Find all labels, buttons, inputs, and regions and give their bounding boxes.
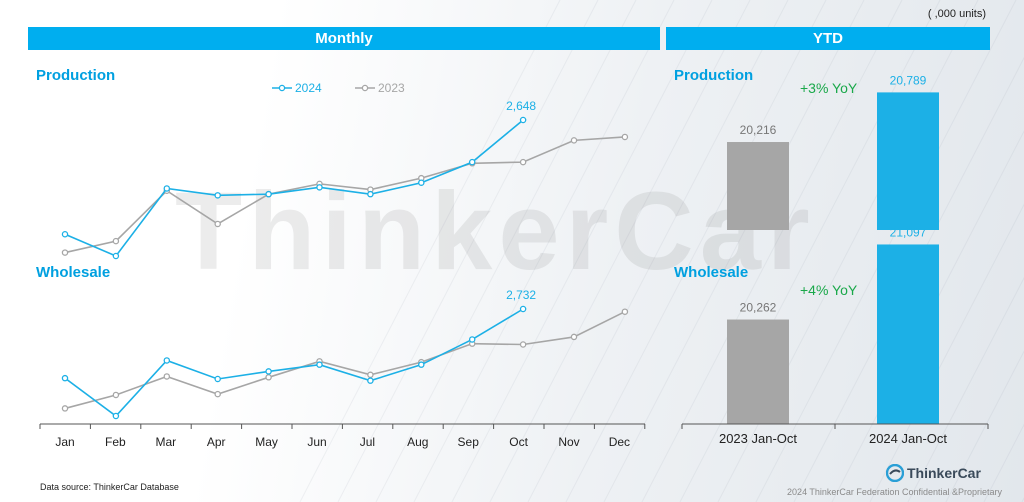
point-2023-Apr-chart0	[214, 220, 221, 228]
bar-value-label-chart2: 20,216	[740, 123, 777, 137]
bar-value-label-chart2: 20,789	[890, 73, 927, 87]
deco-line	[413, 0, 675, 502]
deco-line	[489, 0, 751, 502]
point-2023-Mar-chart1	[163, 373, 171, 380]
deco-line	[337, 0, 599, 502]
ytd-header: YTD	[666, 27, 990, 50]
watermark: ThinkerCar	[175, 170, 816, 293]
point-2024-Mar-chart1	[163, 357, 171, 364]
monthly-production-title: Production	[36, 67, 116, 84]
point-2024-Sep-chart0	[468, 158, 476, 166]
bar-value-label-chart3: 20,262	[740, 301, 777, 315]
monthly-wholesale-title: Wholesale	[36, 264, 111, 281]
bar-2024-Jan-Oct-chart2	[877, 92, 939, 230]
point-2024-Aug-chart1	[418, 361, 425, 368]
point-2023-Nov-chart1	[570, 333, 578, 341]
legend-label-2023: 2023	[378, 81, 405, 95]
confidential-note: 2024 ThinkerCar Federation Confidential …	[787, 487, 1002, 497]
bar-2023-Jan-Oct-chart3	[727, 319, 789, 424]
x-tick-label-Apr: Apr	[207, 435, 226, 449]
point-2024-Jul-chart1	[367, 377, 374, 384]
legend-marker-2024	[278, 84, 286, 92]
deco-line	[565, 0, 827, 502]
deco-line	[641, 0, 903, 502]
line-series-2023-chart0	[64, 136, 625, 254]
x-tick-label-Oct: Oct	[509, 435, 528, 449]
deco-line	[679, 0, 941, 502]
wholesale-yoy: +4% YoY	[800, 282, 858, 298]
deco-line	[603, 0, 865, 502]
point-2023-Dec-chart0	[621, 133, 629, 141]
line-series-2023-chart1	[64, 310, 626, 410]
production-yoy: +3% YoY	[800, 80, 858, 96]
x-tick-label-Jan: Jan	[55, 435, 74, 449]
bar-2024-Jan-Oct-chart3	[877, 244, 939, 424]
ytd-tick-label: 2024 Jan-Oct	[869, 431, 947, 446]
point-2024-Oct-chart0	[519, 116, 527, 124]
point-2024-Jan-chart0	[61, 230, 69, 238]
logo-text: ThinkerCar	[907, 465, 981, 481]
deco-line	[945, 350, 1024, 502]
line-series-2024-chart1	[64, 308, 524, 418]
point-2024-Feb-chart1	[112, 412, 120, 420]
legend-label-2024: 2024	[295, 81, 322, 95]
deco-line	[831, 130, 1024, 502]
point-2024-Oct-chart1	[519, 305, 527, 313]
point-2023-Feb-chart1	[112, 391, 120, 399]
deco-line	[527, 0, 789, 502]
x-tick-label-May: May	[255, 435, 278, 449]
deco-line	[451, 0, 713, 502]
ytd-production-title: Production	[674, 67, 754, 84]
x-tick-label-Dec: Dec	[609, 435, 630, 449]
point-2024-Aug-chart0	[418, 179, 425, 186]
point-2024-Feb-chart0	[112, 252, 120, 260]
point-2024-Jan-chart1	[61, 374, 69, 382]
point-2023-Feb-chart0	[112, 237, 120, 245]
brand-logo: ThinkerCar	[886, 464, 981, 482]
data-label-chart1: 2,732	[506, 288, 536, 302]
bar-2023-Jan-Oct-chart2	[727, 142, 789, 230]
point-2023-Oct-chart1	[519, 341, 527, 348]
ytd-tick-label: 2023 Jan-Oct	[719, 431, 797, 446]
x-tick-label-Aug: Aug	[407, 435, 428, 449]
point-2024-May-chart1	[265, 368, 272, 375]
x-tick-label-Nov: Nov	[558, 435, 579, 449]
point-2024-Sep-chart1	[468, 336, 476, 343]
monthly-header: Monthly	[28, 27, 660, 50]
point-2024-May-chart0	[265, 190, 272, 198]
x-tick-label-Mar: Mar	[155, 435, 176, 449]
x-tick-label-Jun: Jun	[307, 435, 326, 449]
point-2024-Apr-chart1	[214, 375, 221, 383]
legend-marker-2023	[361, 84, 369, 92]
point-2023-May-chart1	[265, 374, 272, 381]
point-2023-Dec-chart1	[621, 308, 629, 315]
deco-line	[299, 0, 561, 502]
deco-line	[375, 0, 637, 502]
point-2023-Nov-chart0	[570, 137, 578, 144]
point-2023-Jan-chart0	[61, 249, 69, 256]
bar-value-label-chart3: 21,097	[890, 225, 927, 239]
point-2023-Jul-chart1	[367, 371, 374, 379]
point-2024-Mar-chart0	[163, 185, 171, 192]
point-2023-Jan-chart1	[61, 405, 69, 412]
point-2023-Apr-chart1	[214, 390, 221, 398]
point-2024-Jun-chart0	[316, 184, 323, 191]
point-2023-Oct-chart0	[519, 158, 527, 166]
point-2024-Apr-chart0	[214, 192, 221, 199]
data-label-chart0: 2,648	[506, 99, 536, 113]
deco-line	[907, 276, 1024, 502]
data-source: Data source: ThinkerCar Database	[40, 482, 179, 492]
ytd-wholesale-title: Wholesale	[674, 264, 749, 281]
point-2024-Jun-chart1	[316, 361, 323, 368]
x-tick-label-Feb: Feb	[105, 435, 126, 449]
units-label: ( ,000 units)	[927, 8, 986, 20]
point-2024-Jul-chart0	[367, 190, 374, 198]
line-series-2024-chart0	[64, 119, 524, 257]
x-tick-label-Jul: Jul	[360, 435, 375, 449]
x-tick-label-Sep: Sep	[458, 435, 480, 449]
logo-icon	[886, 464, 904, 482]
